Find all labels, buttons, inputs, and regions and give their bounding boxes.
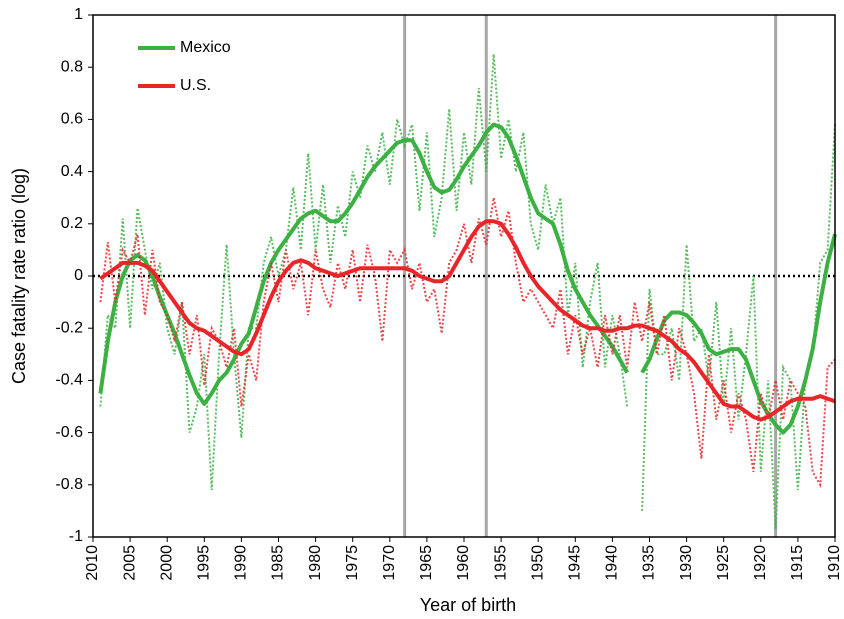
y-tick-label: 0.8 bbox=[61, 58, 83, 75]
y-tick-label: 1 bbox=[74, 6, 83, 23]
x-tick-label: 1985 bbox=[270, 545, 287, 581]
x-tick-label: 1950 bbox=[529, 545, 546, 581]
y-tick-label: -0.6 bbox=[55, 424, 83, 441]
x-tick-label: 1915 bbox=[789, 545, 806, 581]
x-tick-label: 1990 bbox=[233, 545, 250, 581]
x-tick-label: 1945 bbox=[567, 545, 584, 581]
plot-frame bbox=[92, 14, 836, 538]
x-tick-label: 2010 bbox=[84, 545, 101, 581]
x-tick-label: 1995 bbox=[196, 545, 213, 581]
x-axis-label: Year of birth bbox=[420, 595, 516, 615]
x-tick-label: 1980 bbox=[307, 545, 324, 581]
raw-line bbox=[99, 54, 836, 530]
x-tick-label: 1920 bbox=[752, 545, 769, 581]
y-tick-label: 0.4 bbox=[61, 163, 83, 180]
smoothed-line bbox=[99, 219, 836, 422]
x-tick-label: 1955 bbox=[492, 545, 509, 581]
smoothed-line bbox=[98, 122, 837, 435]
x-tick-label: 1910 bbox=[826, 545, 843, 581]
x-tick-label: 1940 bbox=[604, 545, 621, 581]
x-tick-label: 1935 bbox=[641, 545, 658, 581]
y-tick-label: -0.8 bbox=[55, 476, 83, 493]
x-tick-label: 1960 bbox=[455, 545, 472, 581]
x-tick-label: 1925 bbox=[715, 545, 732, 581]
legend-label: U.S. bbox=[180, 77, 211, 94]
y-tick-label: 0 bbox=[74, 267, 83, 284]
x-tick-label: 1965 bbox=[418, 545, 435, 581]
x-tick-label: 1970 bbox=[381, 545, 398, 581]
y-tick-label: -0.2 bbox=[55, 319, 83, 336]
x-tick-label: 1975 bbox=[344, 545, 361, 581]
y-tick-label: 0.2 bbox=[61, 215, 83, 232]
y-axis-label: Case fatality rate ratio (log) bbox=[9, 168, 29, 384]
y-tick-label: -1 bbox=[69, 528, 83, 545]
y-tick-label: 0.6 bbox=[61, 111, 83, 128]
x-tick-label: 1930 bbox=[678, 545, 695, 581]
x-tick-label: 2005 bbox=[121, 545, 138, 581]
y-tick-label: -0.4 bbox=[55, 372, 83, 389]
x-tick-label: 2000 bbox=[158, 545, 175, 581]
legend-label: Mexico bbox=[180, 39, 231, 56]
